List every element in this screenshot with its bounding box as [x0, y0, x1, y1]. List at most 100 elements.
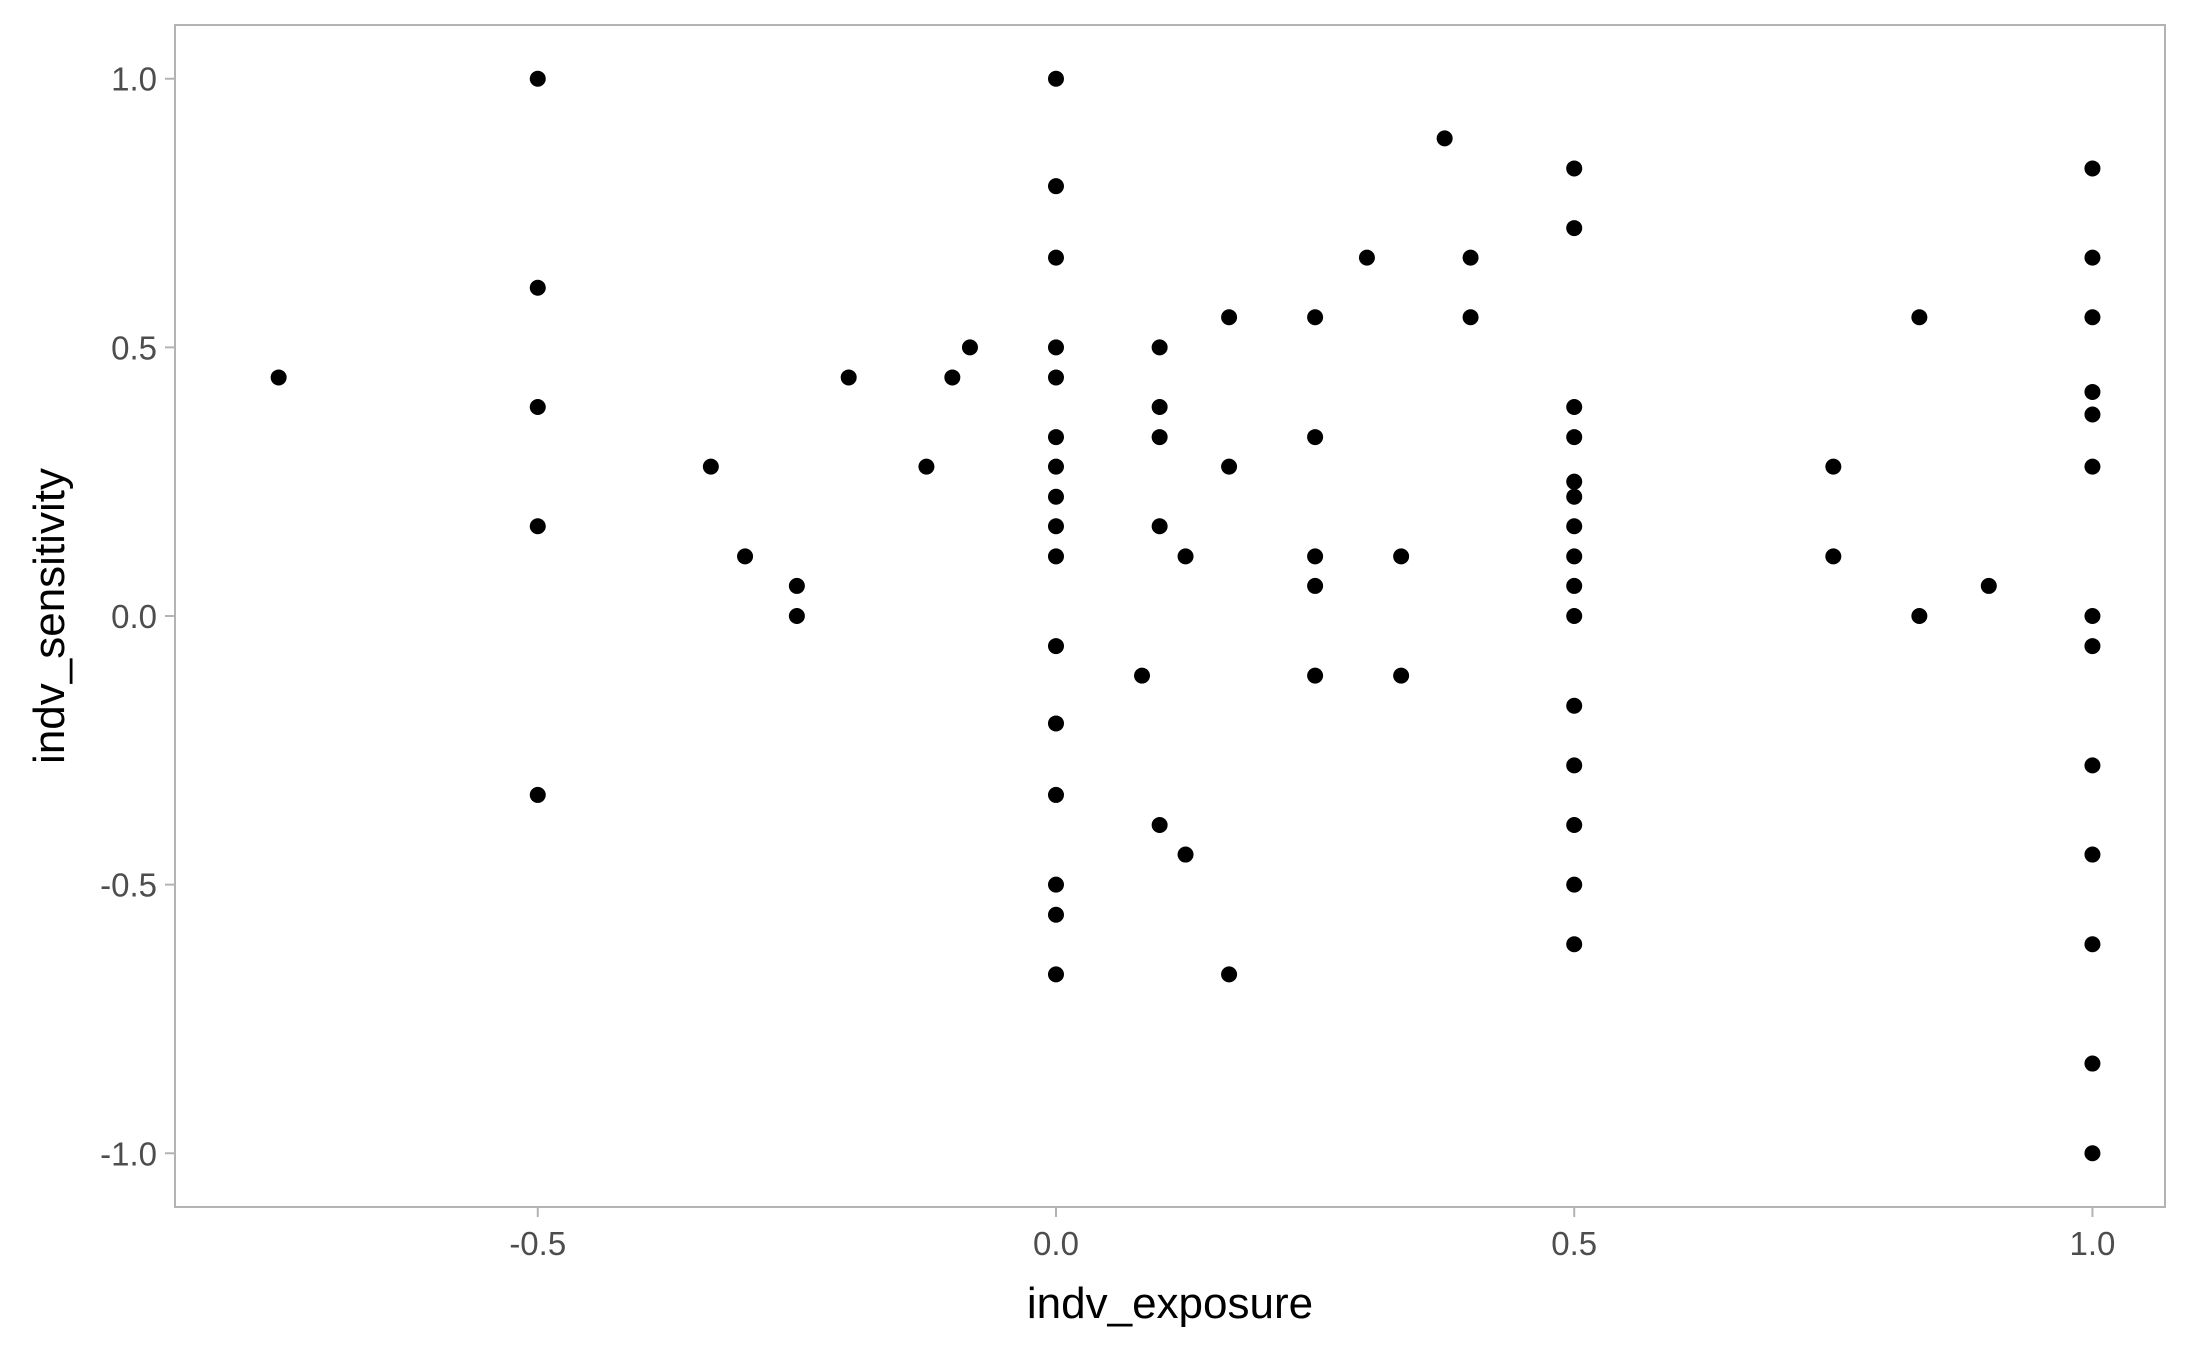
scatter-point [1566, 548, 1583, 565]
scatter-point [1566, 608, 1583, 624]
scatter-point [1566, 577, 1583, 594]
scatter-point [2084, 309, 2101, 326]
scatter-point [1151, 399, 1168, 416]
scatter-point [1393, 667, 1410, 684]
x-tick-label: -0.5 [509, 1225, 566, 1262]
scatter-point [1566, 160, 1583, 177]
scatter-point [1436, 130, 1453, 147]
scatter-point [1911, 309, 1928, 326]
scatter-point [1825, 458, 1842, 475]
scatter-point [1462, 249, 1479, 266]
scatter-point [944, 369, 961, 386]
y-tick-label: 0.5 [111, 329, 157, 366]
scatter-point [1047, 786, 1064, 803]
scatter-point [702, 458, 719, 475]
scatter-point [1221, 309, 1238, 326]
y-tick-label: -1.0 [100, 1135, 157, 1172]
scatter-point [2084, 249, 2101, 266]
scatter-point [1566, 399, 1583, 416]
x-tick-label: 1.0 [2070, 1225, 2116, 1262]
scatter-point [1221, 966, 1238, 983]
scatter-point [1134, 667, 1151, 684]
scatter-point [788, 608, 805, 624]
scatter-point [2084, 638, 2101, 655]
scatter-point [1566, 220, 1583, 237]
scatter-point [2084, 936, 2101, 953]
scatter-point [1566, 876, 1583, 893]
scatter-point [1566, 697, 1583, 714]
scatter-point [529, 279, 546, 296]
scatter-point [2084, 757, 2101, 774]
scatter-point [2084, 406, 2101, 423]
scatter-point [1566, 518, 1583, 535]
scatter-point [2084, 160, 2101, 177]
scatter-point [1151, 429, 1168, 446]
scatter-point [529, 786, 546, 803]
scatter-point [1151, 339, 1168, 356]
scatter-point [1221, 458, 1238, 475]
scatter-point [529, 518, 546, 535]
scatter-point [1047, 876, 1064, 893]
scatter-point [1151, 816, 1168, 833]
scatter-point [1047, 339, 1064, 356]
scatter-point [1047, 369, 1064, 386]
scatter-point [1047, 70, 1064, 87]
scatter-point [1047, 458, 1064, 475]
scatter-point [1566, 488, 1583, 505]
scatter-point [918, 458, 935, 475]
y-tick-label: 1.0 [111, 61, 157, 98]
scatter-point [1047, 548, 1064, 565]
x-tick-label: 0.5 [1551, 1225, 1597, 1262]
scatter-point [1047, 178, 1064, 195]
scatter-point [1566, 936, 1583, 953]
scatter-point [840, 369, 857, 386]
scatter-point [737, 548, 754, 565]
scatter-point [788, 577, 805, 594]
scatter-point [2084, 458, 2101, 475]
scatter-point [1980, 577, 1997, 594]
scatter-point [1566, 757, 1583, 774]
scatter-point [1047, 966, 1064, 983]
x-axis-ticks: -0.5 0.0 0.5 1.0 [509, 1207, 2115, 1262]
scatter-point [1307, 577, 1324, 594]
scatter-point [1047, 715, 1064, 732]
scatter-point [1177, 846, 1194, 863]
scatter-point [2084, 846, 2101, 863]
scatter-point [1566, 473, 1583, 490]
scatter-point [270, 369, 287, 386]
scatter-point [1151, 518, 1168, 535]
scatter-point [1047, 429, 1064, 446]
scatter-point [1307, 429, 1324, 446]
scatter-point [2084, 1055, 2101, 1072]
scatter-point [1307, 309, 1324, 326]
scatter-point [2084, 1145, 2101, 1162]
data-points [270, 70, 2101, 1162]
scatter-point [1047, 518, 1064, 535]
x-axis-title: indv_exposure [1027, 1279, 1313, 1328]
y-tick-label: 0.0 [111, 598, 157, 635]
scatter-point [1047, 488, 1064, 505]
x-tick-label: 0.0 [1033, 1225, 1079, 1262]
scatter-point [1177, 548, 1194, 565]
scatter-point [1393, 548, 1410, 565]
scatter-point [1911, 608, 1928, 624]
scatter-point [2084, 608, 2101, 624]
scatter-point [1462, 309, 1479, 326]
scatter-point [529, 399, 546, 416]
scatter-point [1358, 249, 1375, 266]
scatter-point [1825, 548, 1842, 565]
scatter-point [1047, 638, 1064, 655]
scatter-point [1047, 906, 1064, 923]
scatter-point [1566, 429, 1583, 446]
y-tick-label: -0.5 [100, 867, 157, 904]
scatter-point [2084, 383, 2101, 400]
scatter-point [1307, 548, 1324, 565]
y-axis-ticks: -1.0 -0.5 0.0 0.5 1.0 [100, 61, 175, 1172]
scatter-point [1047, 249, 1064, 266]
y-axis-title: indv_sensitivity [25, 468, 74, 764]
scatter-point [1307, 667, 1324, 684]
scatter-point [1566, 816, 1583, 833]
